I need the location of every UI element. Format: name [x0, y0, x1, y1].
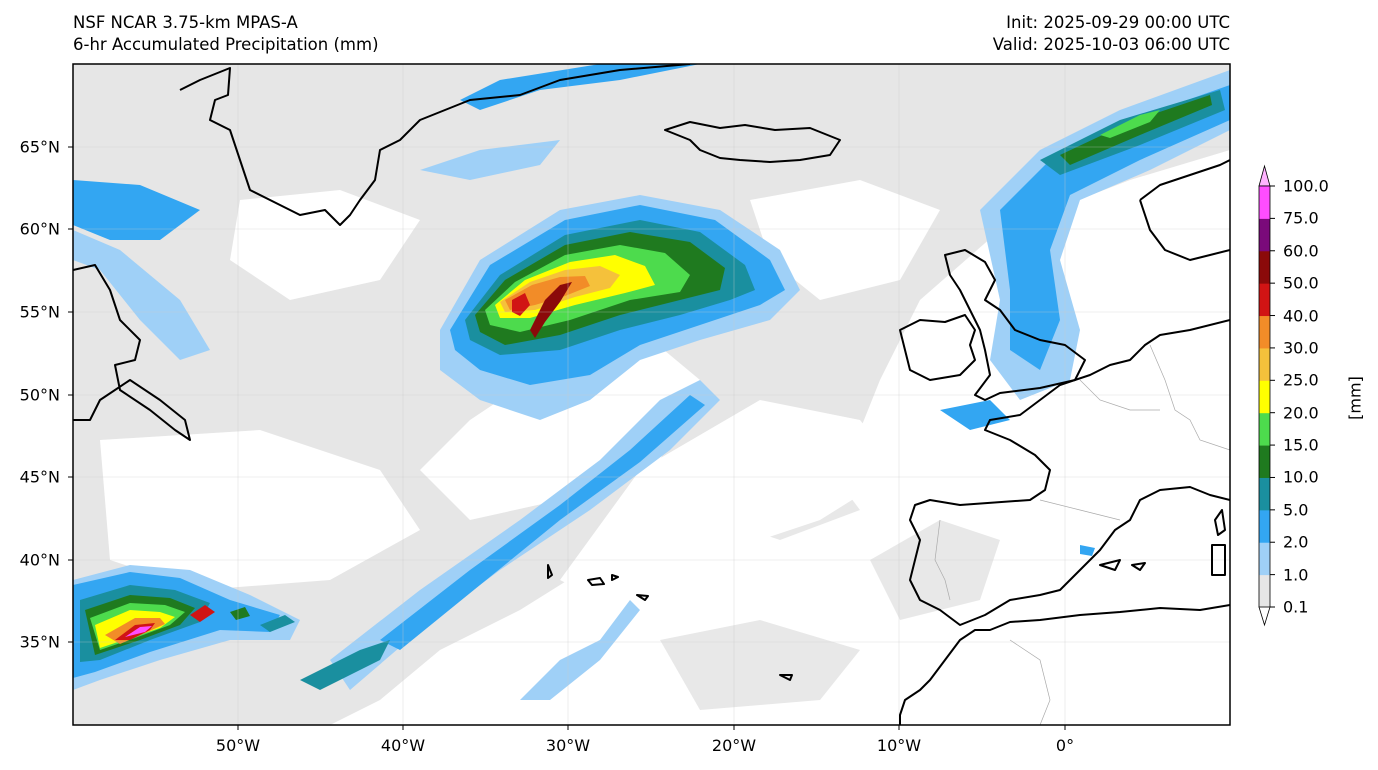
- greenland-coast: [179, 64, 691, 226]
- colorbar-segment: [1259, 542, 1270, 576]
- colorbar-segment: [1259, 445, 1270, 478]
- cyclone-precip: [440, 195, 800, 420]
- colorbar-tick-label: 50.0: [1283, 273, 1319, 293]
- lat-label: 45°N: [19, 467, 60, 487]
- newfoundland-coast: [73, 264, 191, 441]
- lon-label: 30°W: [545, 736, 591, 755]
- scandinavia-coast: [1139, 159, 1230, 261]
- lon-label: 0°: [1055, 736, 1075, 755]
- corsica-sardinia: [1211, 509, 1226, 576]
- init-time: Init: 2025-09-29 00:00 UTC: [1006, 13, 1230, 32]
- colorbar-under-arrow: [1258, 606, 1271, 627]
- colorbar-frame: [1258, 185, 1271, 608]
- title-left: NSF NCAR 3.75-km MPAS-A 6-hr Accumulated…: [73, 12, 379, 56]
- colorbar-tick-label: 30.0: [1283, 338, 1319, 358]
- lon-label: 50°W: [215, 736, 261, 755]
- colorbar-tick-label: 60.0: [1283, 241, 1319, 261]
- colorbar-segment: [1259, 315, 1270, 349]
- lat-label: 35°N: [19, 632, 60, 652]
- colorbar-tick-label: 20.0: [1283, 403, 1319, 423]
- lat-label: 65°N: [19, 137, 60, 157]
- lat-label: 50°N: [19, 385, 60, 405]
- colorbar-tick-label: 10.0: [1283, 467, 1319, 487]
- canaries: [547, 564, 553, 579]
- colorbar-segment: [1259, 380, 1270, 414]
- baleares: [1099, 559, 1146, 571]
- title-right: Init: 2025-09-29 00:00 UTC Valid: 2025-1…: [993, 12, 1230, 56]
- map-area: [73, 64, 1230, 725]
- colorbar-segment: [1259, 283, 1270, 317]
- madeira: [779, 674, 793, 681]
- colorbar-tick-label: 2.0: [1283, 532, 1309, 552]
- subtropical-band: [73, 565, 300, 690]
- ireland-coast: [899, 314, 976, 381]
- colorbar-segment: [1259, 477, 1270, 511]
- colorbar-segment: [1259, 347, 1270, 381]
- lon-label: 10°W: [876, 736, 922, 755]
- field-title: 6-hr Accumulated Precipitation (mm): [73, 35, 379, 54]
- lat-label: 60°N: [19, 219, 60, 239]
- gridlines: [73, 64, 1230, 725]
- frontal-band: [330, 380, 720, 690]
- colorbar-segment: [1259, 218, 1270, 252]
- model-title: NSF NCAR 3.75-km MPAS-A: [73, 13, 298, 32]
- colorbar-segment: [1259, 509, 1270, 543]
- colorbar-tick-label: 40.0: [1283, 306, 1319, 326]
- colorbar: [1258, 164, 1275, 627]
- coastlines: [73, 64, 1230, 725]
- colorbar-segment: [1259, 574, 1270, 608]
- colorbar-over-arrow: [1258, 164, 1271, 187]
- lat-label: 55°N: [19, 302, 60, 322]
- colorbar-tick-label: 5.0: [1283, 500, 1309, 520]
- colorbar-tick-label: 100.0: [1283, 176, 1329, 196]
- misc-precip-patches: [73, 64, 1095, 700]
- north-europe-precip: [980, 70, 1230, 400]
- colorbar-segment: [1259, 186, 1270, 219]
- colorbar-tick-label: 15.0: [1283, 435, 1319, 455]
- lon-label: 40°W: [380, 736, 426, 755]
- colorbar-tick-label: 0.1: [1283, 597, 1309, 617]
- lat-label: 40°N: [19, 550, 60, 570]
- africa-coast: [899, 604, 1230, 725]
- colorbar-units: [mm]: [1345, 376, 1365, 420]
- iceland-coast: [664, 121, 841, 163]
- europe-coast: [909, 319, 1230, 626]
- axis-ticks: [68, 146, 1066, 730]
- colorbar-segment: [1259, 412, 1270, 446]
- colorbar-tick-label: 25.0: [1283, 370, 1319, 390]
- azores: [587, 574, 649, 601]
- valid-time: Valid: 2025-10-03 06:00 UTC: [992, 35, 1230, 54]
- precip-clear-areas: [100, 180, 940, 600]
- country-borders: [934, 344, 1230, 725]
- colorbar-tick-label: 1.0: [1283, 565, 1309, 585]
- colorbar-segment: [1259, 250, 1270, 284]
- great-britain-coast: [944, 249, 1086, 401]
- colorbar-tick-label: 75.0: [1283, 208, 1319, 228]
- lon-label: 20°W: [711, 736, 757, 755]
